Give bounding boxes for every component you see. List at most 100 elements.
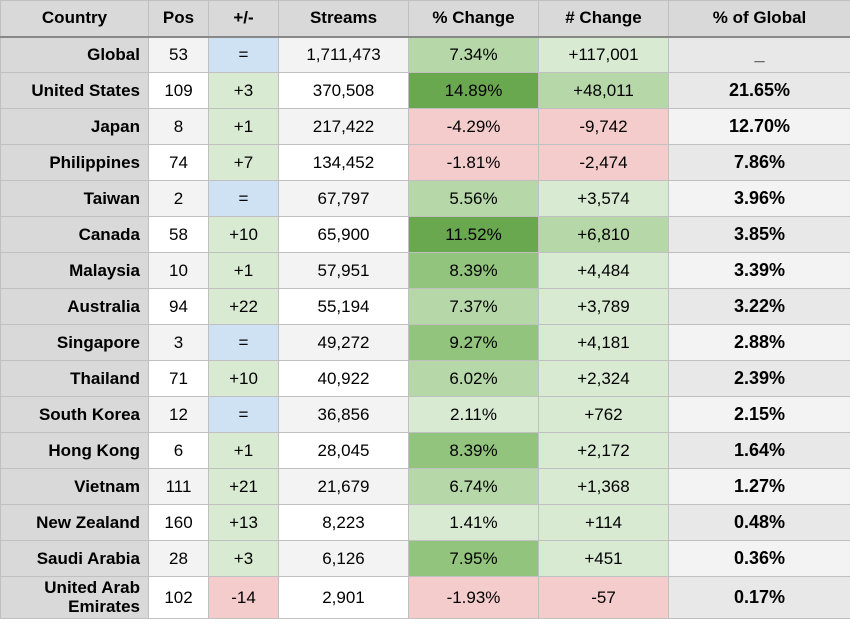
table-row: Philippines74+7134,452-1.81%-2,4747.86% <box>1 145 850 181</box>
cell-chg: +48,011 <box>539 73 669 109</box>
cell-streams: 40,922 <box>279 361 409 397</box>
cell-pm: = <box>209 37 279 73</box>
cell-streams: 67,797 <box>279 181 409 217</box>
cell-chg: +4,181 <box>539 325 669 361</box>
cell-pos: 28 <box>149 541 209 577</box>
cell-pos: 71 <box>149 361 209 397</box>
cell-pm: +7 <box>209 145 279 181</box>
cell-streams: 1,711,473 <box>279 37 409 73</box>
cell-country: Vietnam <box>1 469 149 505</box>
cell-streams: 57,951 <box>279 253 409 289</box>
cell-glb: 2.39% <box>669 361 850 397</box>
table-row: Saudi Arabia28+36,1267.95%+4510.36% <box>1 541 850 577</box>
cell-chg: +114 <box>539 505 669 541</box>
cell-glb: 0.17% <box>669 577 850 619</box>
cell-pct: -1.93% <box>409 577 539 619</box>
cell-pct: 7.37% <box>409 289 539 325</box>
cell-country: Japan <box>1 109 149 145</box>
table-row: Vietnam111+2121,6796.74%+1,3681.27% <box>1 469 850 505</box>
cell-pct: 5.56% <box>409 181 539 217</box>
cell-pos: 94 <box>149 289 209 325</box>
cell-glb: 21.65% <box>669 73 850 109</box>
cell-chg: +762 <box>539 397 669 433</box>
cell-pos: 10 <box>149 253 209 289</box>
table-row: Taiwan2=67,7975.56%+3,5743.96% <box>1 181 850 217</box>
cell-country: Singapore <box>1 325 149 361</box>
cell-pct: 1.41% <box>409 505 539 541</box>
table-row: New Zealand160+138,2231.41%+1140.48% <box>1 505 850 541</box>
table-row: Australia94+2255,1947.37%+3,7893.22% <box>1 289 850 325</box>
col-glb: % of Global <box>669 1 850 37</box>
col-country: Country <box>1 1 149 37</box>
cell-pos: 2 <box>149 181 209 217</box>
cell-pct: 7.34% <box>409 37 539 73</box>
cell-pm: = <box>209 325 279 361</box>
cell-country: Global <box>1 37 149 73</box>
cell-pm: +13 <box>209 505 279 541</box>
table-row: Canada58+1065,90011.52%+6,8103.85% <box>1 217 850 253</box>
cell-pm: +3 <box>209 541 279 577</box>
cell-pct: -4.29% <box>409 109 539 145</box>
cell-country: Australia <box>1 289 149 325</box>
cell-country: United States <box>1 73 149 109</box>
cell-pos: 58 <box>149 217 209 253</box>
cell-chg: +2,172 <box>539 433 669 469</box>
cell-streams: 8,223 <box>279 505 409 541</box>
table-body: Global53=1,711,4737.34%+117,001_United S… <box>1 37 850 619</box>
table-row: Global53=1,711,4737.34%+117,001_ <box>1 37 850 73</box>
cell-pos: 8 <box>149 109 209 145</box>
cell-pm: +10 <box>209 217 279 253</box>
cell-streams: 370,508 <box>279 73 409 109</box>
cell-pct: 9.27% <box>409 325 539 361</box>
cell-glb: 3.39% <box>669 253 850 289</box>
table-row: United Arab Emirates102-142,901-1.93%-57… <box>1 577 850 619</box>
table-row: Thailand71+1040,9226.02%+2,3242.39% <box>1 361 850 397</box>
cell-streams: 6,126 <box>279 541 409 577</box>
cell-pct: 11.52% <box>409 217 539 253</box>
cell-glb: 1.64% <box>669 433 850 469</box>
cell-pm: = <box>209 397 279 433</box>
cell-streams: 36,856 <box>279 397 409 433</box>
cell-pos: 6 <box>149 433 209 469</box>
cell-pct: 6.74% <box>409 469 539 505</box>
cell-streams: 134,452 <box>279 145 409 181</box>
cell-pct: 8.39% <box>409 253 539 289</box>
cell-streams: 28,045 <box>279 433 409 469</box>
cell-country: Thailand <box>1 361 149 397</box>
cell-country: Canada <box>1 217 149 253</box>
cell-glb: 0.48% <box>669 505 850 541</box>
cell-pos: 102 <box>149 577 209 619</box>
cell-pm: +3 <box>209 73 279 109</box>
cell-pos: 111 <box>149 469 209 505</box>
cell-glb: 0.36% <box>669 541 850 577</box>
cell-chg: +6,810 <box>539 217 669 253</box>
col-pct: % Change <box>409 1 539 37</box>
cell-country: Saudi Arabia <box>1 541 149 577</box>
cell-glb: 7.86% <box>669 145 850 181</box>
table-row: Singapore3=49,2729.27%+4,1812.88% <box>1 325 850 361</box>
cell-chg: +1,368 <box>539 469 669 505</box>
cell-country: Taiwan <box>1 181 149 217</box>
cell-chg: +3,789 <box>539 289 669 325</box>
cell-pm: +10 <box>209 361 279 397</box>
col-streams: Streams <box>279 1 409 37</box>
cell-pm: +21 <box>209 469 279 505</box>
cell-country: United Arab Emirates <box>1 577 149 619</box>
cell-chg: +4,484 <box>539 253 669 289</box>
cell-glb: _ <box>669 37 850 73</box>
cell-streams: 65,900 <box>279 217 409 253</box>
cell-country: Philippines <box>1 145 149 181</box>
cell-country: Malaysia <box>1 253 149 289</box>
cell-pm: = <box>209 181 279 217</box>
header-row: Country Pos +/- Streams % Change # Chang… <box>1 1 850 37</box>
table-row: United States109+3370,50814.89%+48,01121… <box>1 73 850 109</box>
cell-chg: +451 <box>539 541 669 577</box>
cell-glb: 3.85% <box>669 217 850 253</box>
table-row: Malaysia10+157,9518.39%+4,4843.39% <box>1 253 850 289</box>
cell-pct: -1.81% <box>409 145 539 181</box>
cell-chg: +3,574 <box>539 181 669 217</box>
cell-pm: -14 <box>209 577 279 619</box>
cell-pos: 53 <box>149 37 209 73</box>
table-row: South Korea12=36,8562.11%+7622.15% <box>1 397 850 433</box>
cell-streams: 21,679 <box>279 469 409 505</box>
